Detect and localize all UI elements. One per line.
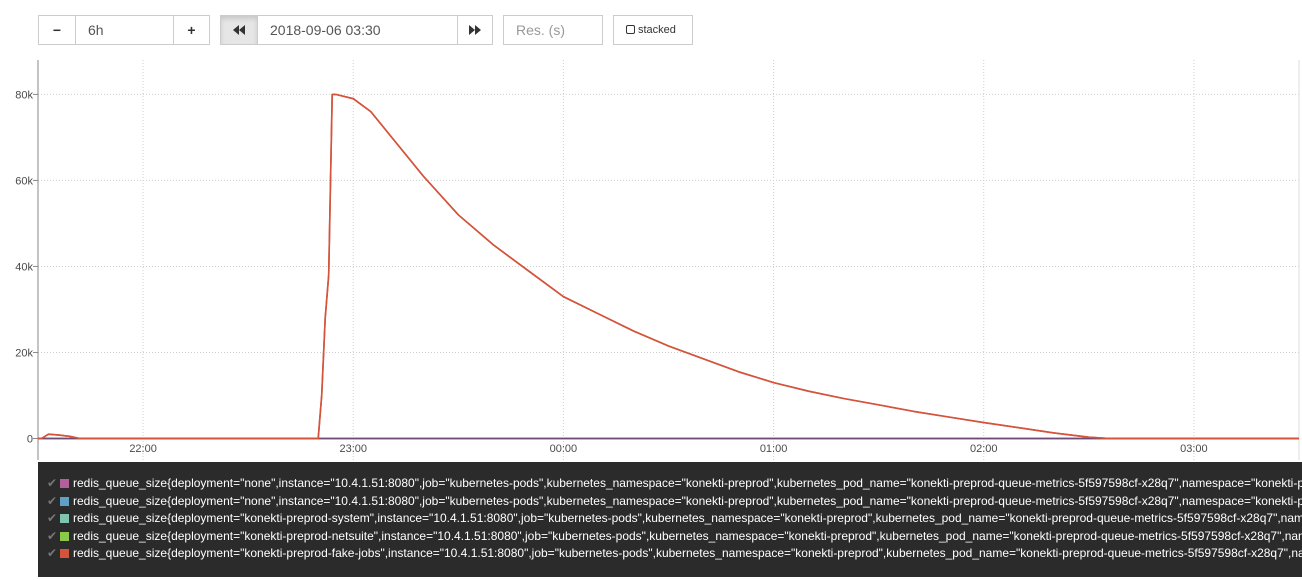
graph-area: 22:00 23:00 00:00 01:00 02:00 03:00 0 20k 40k 60k… <box>15 60 1300 460</box>
y-tick-label: 0 <box>27 433 33 445</box>
x-tick-label: 03:00 <box>1180 443 1208 455</box>
legend-item[interactable]: ✔ redis_queue_size{deployment="konekti-pr… <box>47 528 1302 545</box>
range-input[interactable]: 6h <box>75 15 174 45</box>
x-tick-label: 22:00 <box>129 443 157 455</box>
stacked-label: stacked <box>638 24 676 36</box>
axes <box>33 60 1300 460</box>
range-increase-button[interactable]: + <box>173 15 210 45</box>
legend-label: redis_queue_size{deployment="konekti-pre… <box>73 546 1302 560</box>
range-decrease-button[interactable]: − <box>38 15 76 45</box>
legend-label: redis_queue_size{deployment="none",insta… <box>73 493 1302 508</box>
x-tick-label: 01:00 <box>760 443 788 455</box>
legend-swatch <box>60 479 69 488</box>
legend-swatch <box>60 514 69 523</box>
legend-item[interactable]: ✔ redis_queue_size{deployment="konekti-pr… <box>47 510 1302 527</box>
grid <box>38 60 1299 460</box>
y-tick-label: 20k <box>15 347 33 359</box>
y-tick-label: 80k <box>15 89 33 101</box>
legend-swatch <box>60 496 69 506</box>
legend-label: redis_queue_size{deployment="konekti-pre… <box>73 511 1302 525</box>
series-lines <box>38 93 1299 440</box>
legend-item[interactable]: ✔ redis_queue_size{deployment="none",inst… <box>47 493 1302 510</box>
y-tick-label: 40k <box>15 261 33 273</box>
double-chevron-left-icon <box>233 25 245 35</box>
x-tick-label: 23:00 <box>339 443 367 455</box>
stacked-toggle-button[interactable]: stacked <box>613 15 693 45</box>
x-tick-label: 02:00 <box>970 443 998 455</box>
legend-item[interactable]: ✔ redis_queue_size{deployment="konekti-pr… <box>47 545 1302 562</box>
series-line-main <box>38 93 1299 440</box>
checkmark-icon: ✔ <box>47 528 58 543</box>
checkmark-icon: ✔ <box>47 511 58 525</box>
y-tick-label: 60k <box>15 175 33 187</box>
resolution-input[interactable]: Res. (s) <box>503 15 603 45</box>
checkmark-icon: ✔ <box>47 546 58 560</box>
double-chevron-right-icon <box>469 25 481 35</box>
time-back-button[interactable] <box>220 15 258 45</box>
legend-swatch <box>60 531 69 541</box>
legend-item[interactable]: ✔ redis_queue_size{deployment="none",inst… <box>47 475 1302 492</box>
checkmark-icon: ✔ <box>47 493 58 508</box>
legend: ✔ redis_queue_size{deployment="none",inst… <box>38 462 1302 577</box>
x-tick-label: 00:00 <box>550 443 578 455</box>
tick-labels: 22:00 23:00 00:00 01:00 02:00 03:00 0 20k 40k 60k… <box>15 89 1207 455</box>
checkbox-icon <box>626 25 635 34</box>
legend-label: redis_queue_size{deployment="konekti-pre… <box>73 528 1302 543</box>
time-forward-button[interactable] <box>457 15 493 45</box>
legend-swatch <box>60 549 69 558</box>
checkmark-icon: ✔ <box>47 476 58 490</box>
legend-label: redis_queue_size{deployment="none",insta… <box>73 476 1302 490</box>
end-time-input[interactable]: 2018-09-06 03:30 <box>257 15 458 45</box>
